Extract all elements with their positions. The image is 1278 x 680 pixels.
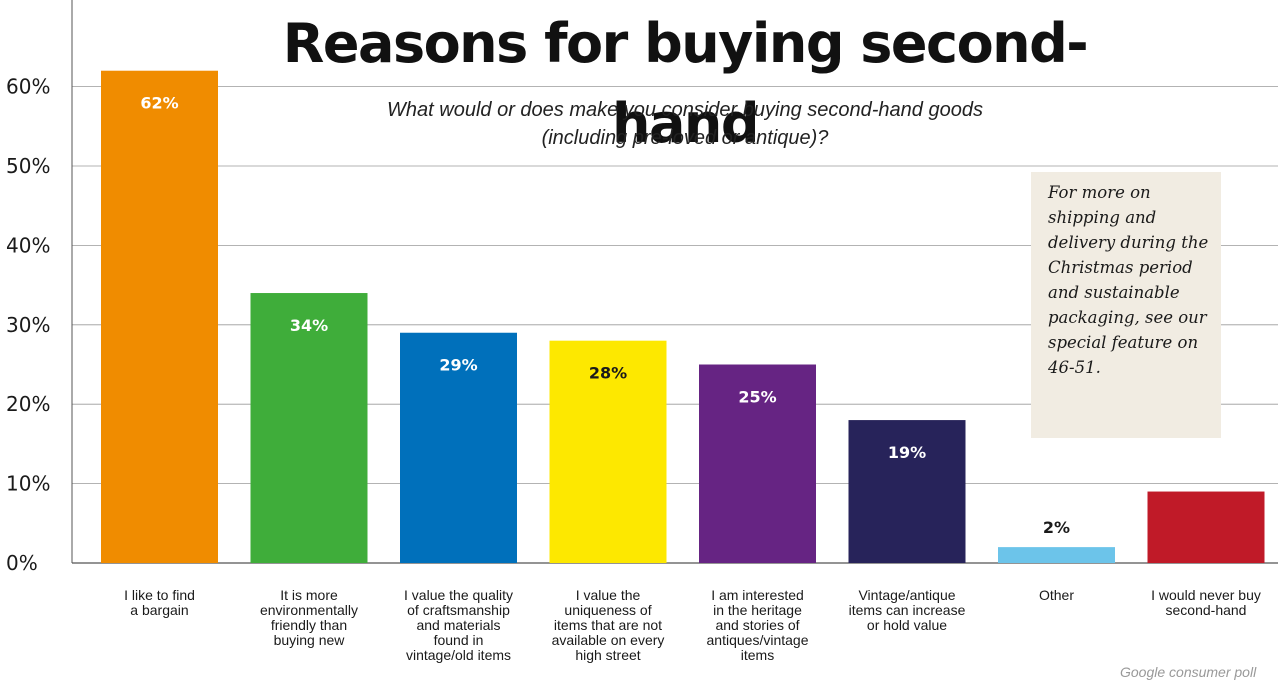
category-label: It is more (280, 587, 338, 603)
bar (699, 364, 816, 563)
y-tick-label: 50% (6, 154, 50, 178)
y-tick-label: 10% (6, 472, 50, 496)
category-label: and materials (416, 617, 500, 633)
bar (848, 420, 966, 563)
category-label: a bargain (130, 602, 188, 618)
y-tick-label: 60% (6, 75, 50, 99)
data-label: 19% (888, 443, 926, 462)
category-label: found in (434, 632, 484, 648)
category-label: high street (575, 647, 640, 663)
category-label: I value the (576, 587, 641, 603)
bar (400, 332, 517, 563)
data-label: 2% (1043, 518, 1070, 537)
source-credit: Google consumer poll (1120, 664, 1257, 680)
data-label: 28% (589, 364, 627, 383)
y-tick-label: 0% (6, 551, 38, 575)
y-tick-label: 20% (6, 392, 50, 416)
bar (101, 70, 218, 563)
bar (549, 340, 667, 563)
category-label: buying new (274, 632, 346, 648)
category-label: items can increase (849, 602, 966, 618)
subtitle-line: (including pre-loved or antique)? (541, 127, 829, 149)
category-label: or hold value (867, 617, 947, 633)
category-label: available on every (552, 632, 665, 648)
category-label: in the heritage (713, 602, 802, 618)
category-label: I am interested (711, 587, 804, 603)
data-label: 29% (439, 356, 477, 375)
category-label: antiques/vintage (707, 632, 809, 648)
category-label: I would never buy (1151, 587, 1261, 603)
category-label: items that are not (554, 617, 662, 633)
category-label: of craftsmanship (407, 602, 510, 618)
subtitle-line: What would or does make you consider buy… (387, 99, 983, 121)
category-label: second-hand (1166, 602, 1247, 618)
data-label: 34% (290, 316, 328, 335)
y-tick-label: 40% (6, 233, 50, 257)
data-label: 62% (140, 94, 178, 113)
category-label: friendly than (271, 617, 347, 633)
category-label: Vintage/antique (858, 587, 955, 603)
category-label: uniqueness of (564, 602, 651, 618)
data-label: 9% (1192, 463, 1219, 482)
category-label: and stories of (715, 617, 799, 633)
bar (998, 547, 1115, 563)
category-label: I like to find (124, 587, 195, 603)
y-tick-label: 30% (6, 313, 50, 337)
data-label: 25% (738, 388, 776, 407)
category-label: Other (1039, 587, 1074, 603)
chart-subtitle: What would or does make you consider buy… (290, 96, 1080, 152)
category-label: vintage/old items (406, 647, 511, 663)
feature-note: For more on shipping and delivery during… (1031, 172, 1221, 438)
category-label: items (741, 647, 774, 663)
category-label: I value the quality (404, 587, 513, 603)
chart-title: Reasons for buying second-hand (282, 12, 1089, 155)
bar (1147, 491, 1265, 563)
category-label: environmentally (260, 602, 358, 618)
bar (250, 293, 368, 563)
